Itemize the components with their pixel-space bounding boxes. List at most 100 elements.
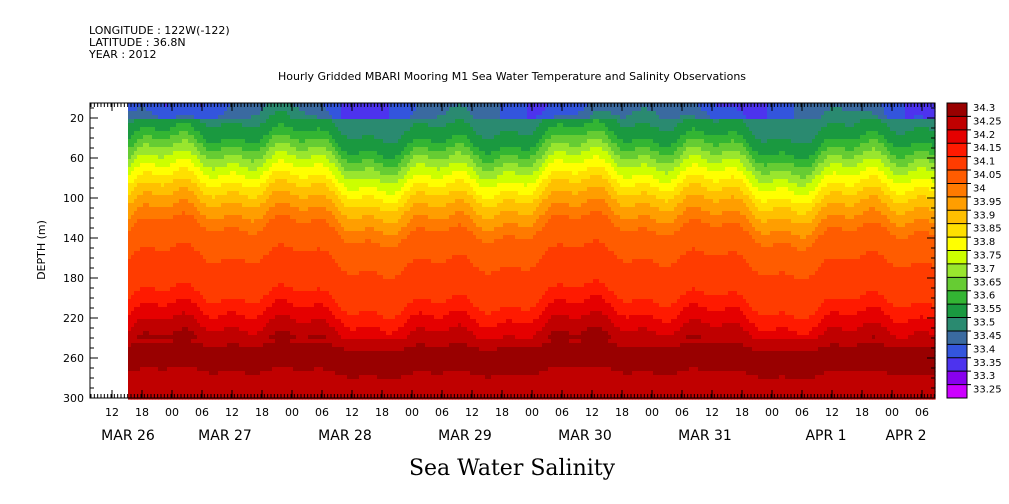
heatmap-cell <box>233 327 237 332</box>
heatmap-cell <box>197 195 201 200</box>
heatmap-cell <box>224 267 228 272</box>
heatmap-cell <box>209 267 213 272</box>
heatmap-cell <box>326 183 330 188</box>
heatmap-cell <box>236 351 240 356</box>
heatmap-cell <box>155 271 159 276</box>
heatmap-cell <box>248 139 252 144</box>
heatmap-cell <box>278 147 282 152</box>
heatmap-cell <box>167 255 171 260</box>
heatmap-cell <box>263 367 267 372</box>
heatmap-cell <box>200 127 204 132</box>
heatmap-cell <box>131 167 135 172</box>
heatmap-cell <box>200 371 204 376</box>
heatmap-cell <box>275 127 279 132</box>
heatmap-cell <box>293 347 297 352</box>
heatmap-cell <box>287 387 291 392</box>
heatmap-cell <box>203 143 207 148</box>
heatmap-cell <box>236 291 240 296</box>
heatmap-cell <box>164 159 168 164</box>
heatmap-cell <box>320 319 324 324</box>
heatmap-cell <box>296 327 300 332</box>
heatmap-cell <box>188 383 192 388</box>
heatmap-cell <box>143 299 147 304</box>
heatmap-cell <box>134 283 138 288</box>
heatmap-cell <box>317 227 321 232</box>
heatmap-cell <box>236 299 240 304</box>
heatmap-cell <box>206 283 210 288</box>
heatmap-cell <box>326 127 330 132</box>
heatmap-cell <box>131 319 135 324</box>
heatmap-cell <box>170 171 174 176</box>
heatmap-cell <box>233 275 237 280</box>
heatmap-cell <box>152 159 156 164</box>
heatmap-cell <box>248 259 252 264</box>
heatmap-cell <box>227 351 231 356</box>
heatmap-cell <box>236 151 240 156</box>
heatmap-cell <box>140 127 144 132</box>
heatmap-cell <box>260 303 264 308</box>
heatmap-cell <box>257 243 261 248</box>
heatmap-cell <box>251 151 255 156</box>
heatmap-cell <box>281 315 285 320</box>
heatmap-cell <box>287 147 291 152</box>
heatmap-cell <box>266 359 270 364</box>
heatmap-cell <box>137 119 141 124</box>
heatmap-cell <box>203 147 207 152</box>
heatmap-cell <box>146 259 150 264</box>
heatmap-cell <box>185 279 189 284</box>
heatmap-cell <box>215 203 219 208</box>
heatmap-cell <box>173 239 177 244</box>
heatmap-cell <box>197 227 201 232</box>
heatmap-cell <box>131 323 135 328</box>
heatmap-cell <box>158 371 162 376</box>
heatmap-cell <box>245 387 249 392</box>
heatmap-cell <box>269 247 273 252</box>
heatmap-cell <box>257 123 261 128</box>
heatmap-cell <box>191 287 195 292</box>
heatmap-cell <box>140 363 144 368</box>
heatmap-cell <box>176 387 180 392</box>
heatmap-cell <box>293 319 297 324</box>
heatmap-cell <box>320 179 324 184</box>
heatmap-cell <box>257 279 261 284</box>
heatmap-cell <box>254 143 258 148</box>
heatmap-cell <box>194 155 198 160</box>
heatmap-cell <box>143 227 147 232</box>
heatmap-cell <box>248 327 252 332</box>
heatmap-cell <box>182 391 186 396</box>
heatmap-cell <box>200 351 204 356</box>
heatmap-cell <box>212 255 216 260</box>
heatmap-cell <box>167 223 171 228</box>
heatmap-cell <box>230 127 234 132</box>
heatmap-cell <box>176 207 180 212</box>
heatmap-cell <box>188 319 192 324</box>
heatmap-cell <box>248 387 252 392</box>
heatmap-cell <box>278 343 282 348</box>
heatmap-cell <box>170 299 174 304</box>
heatmap-cell <box>239 139 243 144</box>
heatmap-cell <box>218 379 222 384</box>
heatmap-cell <box>245 395 249 400</box>
heatmap-cell <box>221 291 225 296</box>
heatmap-cell <box>140 187 144 192</box>
heatmap-cell <box>308 131 312 136</box>
heatmap-cell <box>293 143 297 148</box>
heatmap-cell <box>281 235 285 240</box>
heatmap-cell <box>311 239 315 244</box>
heatmap-cell <box>188 227 192 232</box>
heatmap-cell <box>287 239 291 244</box>
heatmap-cell <box>287 123 291 128</box>
heatmap-cell <box>161 367 165 372</box>
heatmap-cell <box>188 143 192 148</box>
heatmap-cell <box>212 343 216 348</box>
heatmap-cell <box>182 287 186 292</box>
heatmap-cell <box>128 243 132 248</box>
heatmap-cell <box>293 271 297 276</box>
heatmap-cell <box>206 187 210 192</box>
heatmap-cell <box>146 347 150 352</box>
heatmap-cell <box>278 307 282 312</box>
heatmap-cell <box>266 343 270 348</box>
heatmap-cell <box>158 155 162 160</box>
heatmap-cell <box>140 223 144 228</box>
heatmap-cell <box>191 239 195 244</box>
